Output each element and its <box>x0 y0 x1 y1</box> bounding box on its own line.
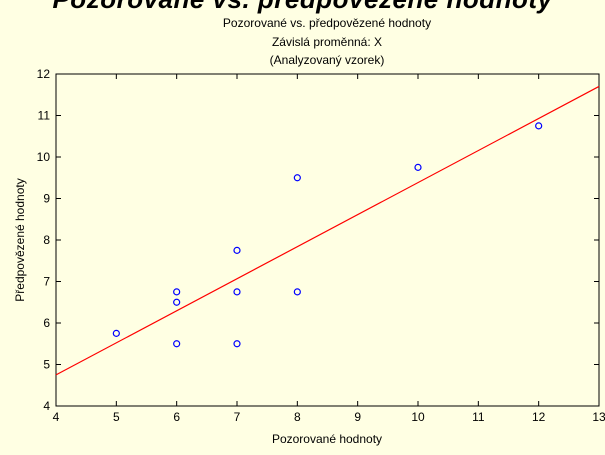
data-point <box>535 122 543 130</box>
y-tick-label: 5 <box>43 358 50 372</box>
page-heading-cut: Pozorované vs. předpovězené hodnoty <box>0 0 605 15</box>
x-tick-label: 11 <box>472 410 485 424</box>
y-tick-label: 8 <box>43 233 50 247</box>
x-axis-label: Pozorované hodnoty <box>272 432 382 446</box>
data-point <box>233 340 241 348</box>
data-point <box>112 329 120 337</box>
chart-title: Pozorované vs. předpovězené hodnoty <box>223 16 431 30</box>
x-tick-label: 6 <box>173 410 180 424</box>
x-tick-label: 7 <box>234 410 241 424</box>
plot-area <box>55 73 600 407</box>
data-point <box>233 246 241 254</box>
data-point <box>414 163 422 171</box>
points-layer <box>112 122 543 348</box>
fit-line-layer <box>55 85 600 376</box>
y-tick-label: 12 <box>37 67 51 81</box>
chart-subtitle-2: (Analyzovaný vzorek) <box>270 53 385 67</box>
data-point <box>173 288 181 296</box>
y-tick-label: 4 <box>43 399 50 413</box>
data-point <box>173 340 181 348</box>
chart-subtitle-1: Závislá proměnná: X <box>272 35 382 49</box>
x-tick-label: 4 <box>53 410 60 424</box>
data-point <box>173 298 181 306</box>
fit-line <box>55 85 600 376</box>
y-axis-label: Předpovězené hodnoty <box>13 178 27 301</box>
y-tick-label: 6 <box>43 316 50 330</box>
y-tick-label: 10 <box>37 150 51 164</box>
y-tick-label: 7 <box>43 275 50 289</box>
x-tick-label: 5 <box>113 410 120 424</box>
y-axis: 4 5 6 7 8 9 10 11 12 <box>37 67 599 413</box>
data-point <box>293 288 301 296</box>
y-tick-label: 11 <box>38 109 51 123</box>
x-tick-label: 10 <box>411 410 425 424</box>
data-point <box>293 174 301 182</box>
x-axis: 4 5 6 7 8 9 10 11 12 13 <box>53 74 605 424</box>
x-tick-label: 9 <box>354 410 361 424</box>
x-tick-label: 13 <box>592 410 605 424</box>
x-tick-label: 8 <box>294 410 301 424</box>
x-tick-label: 12 <box>532 410 546 424</box>
y-tick-label: 9 <box>43 192 50 206</box>
data-point <box>233 288 241 296</box>
